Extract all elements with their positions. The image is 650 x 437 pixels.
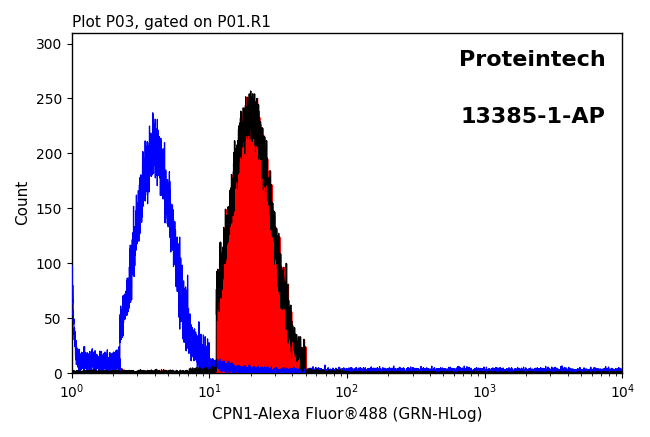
X-axis label: CPN1-Alexa Fluor®488 (GRN-HLog): CPN1-Alexa Fluor®488 (GRN-HLog) [212, 407, 482, 422]
Y-axis label: Count: Count [15, 180, 30, 225]
Text: 13385-1-AP: 13385-1-AP [461, 108, 606, 128]
Text: Plot P03, gated on P01.R1: Plot P03, gated on P01.R1 [72, 15, 270, 30]
Text: Proteintech: Proteintech [459, 49, 606, 69]
